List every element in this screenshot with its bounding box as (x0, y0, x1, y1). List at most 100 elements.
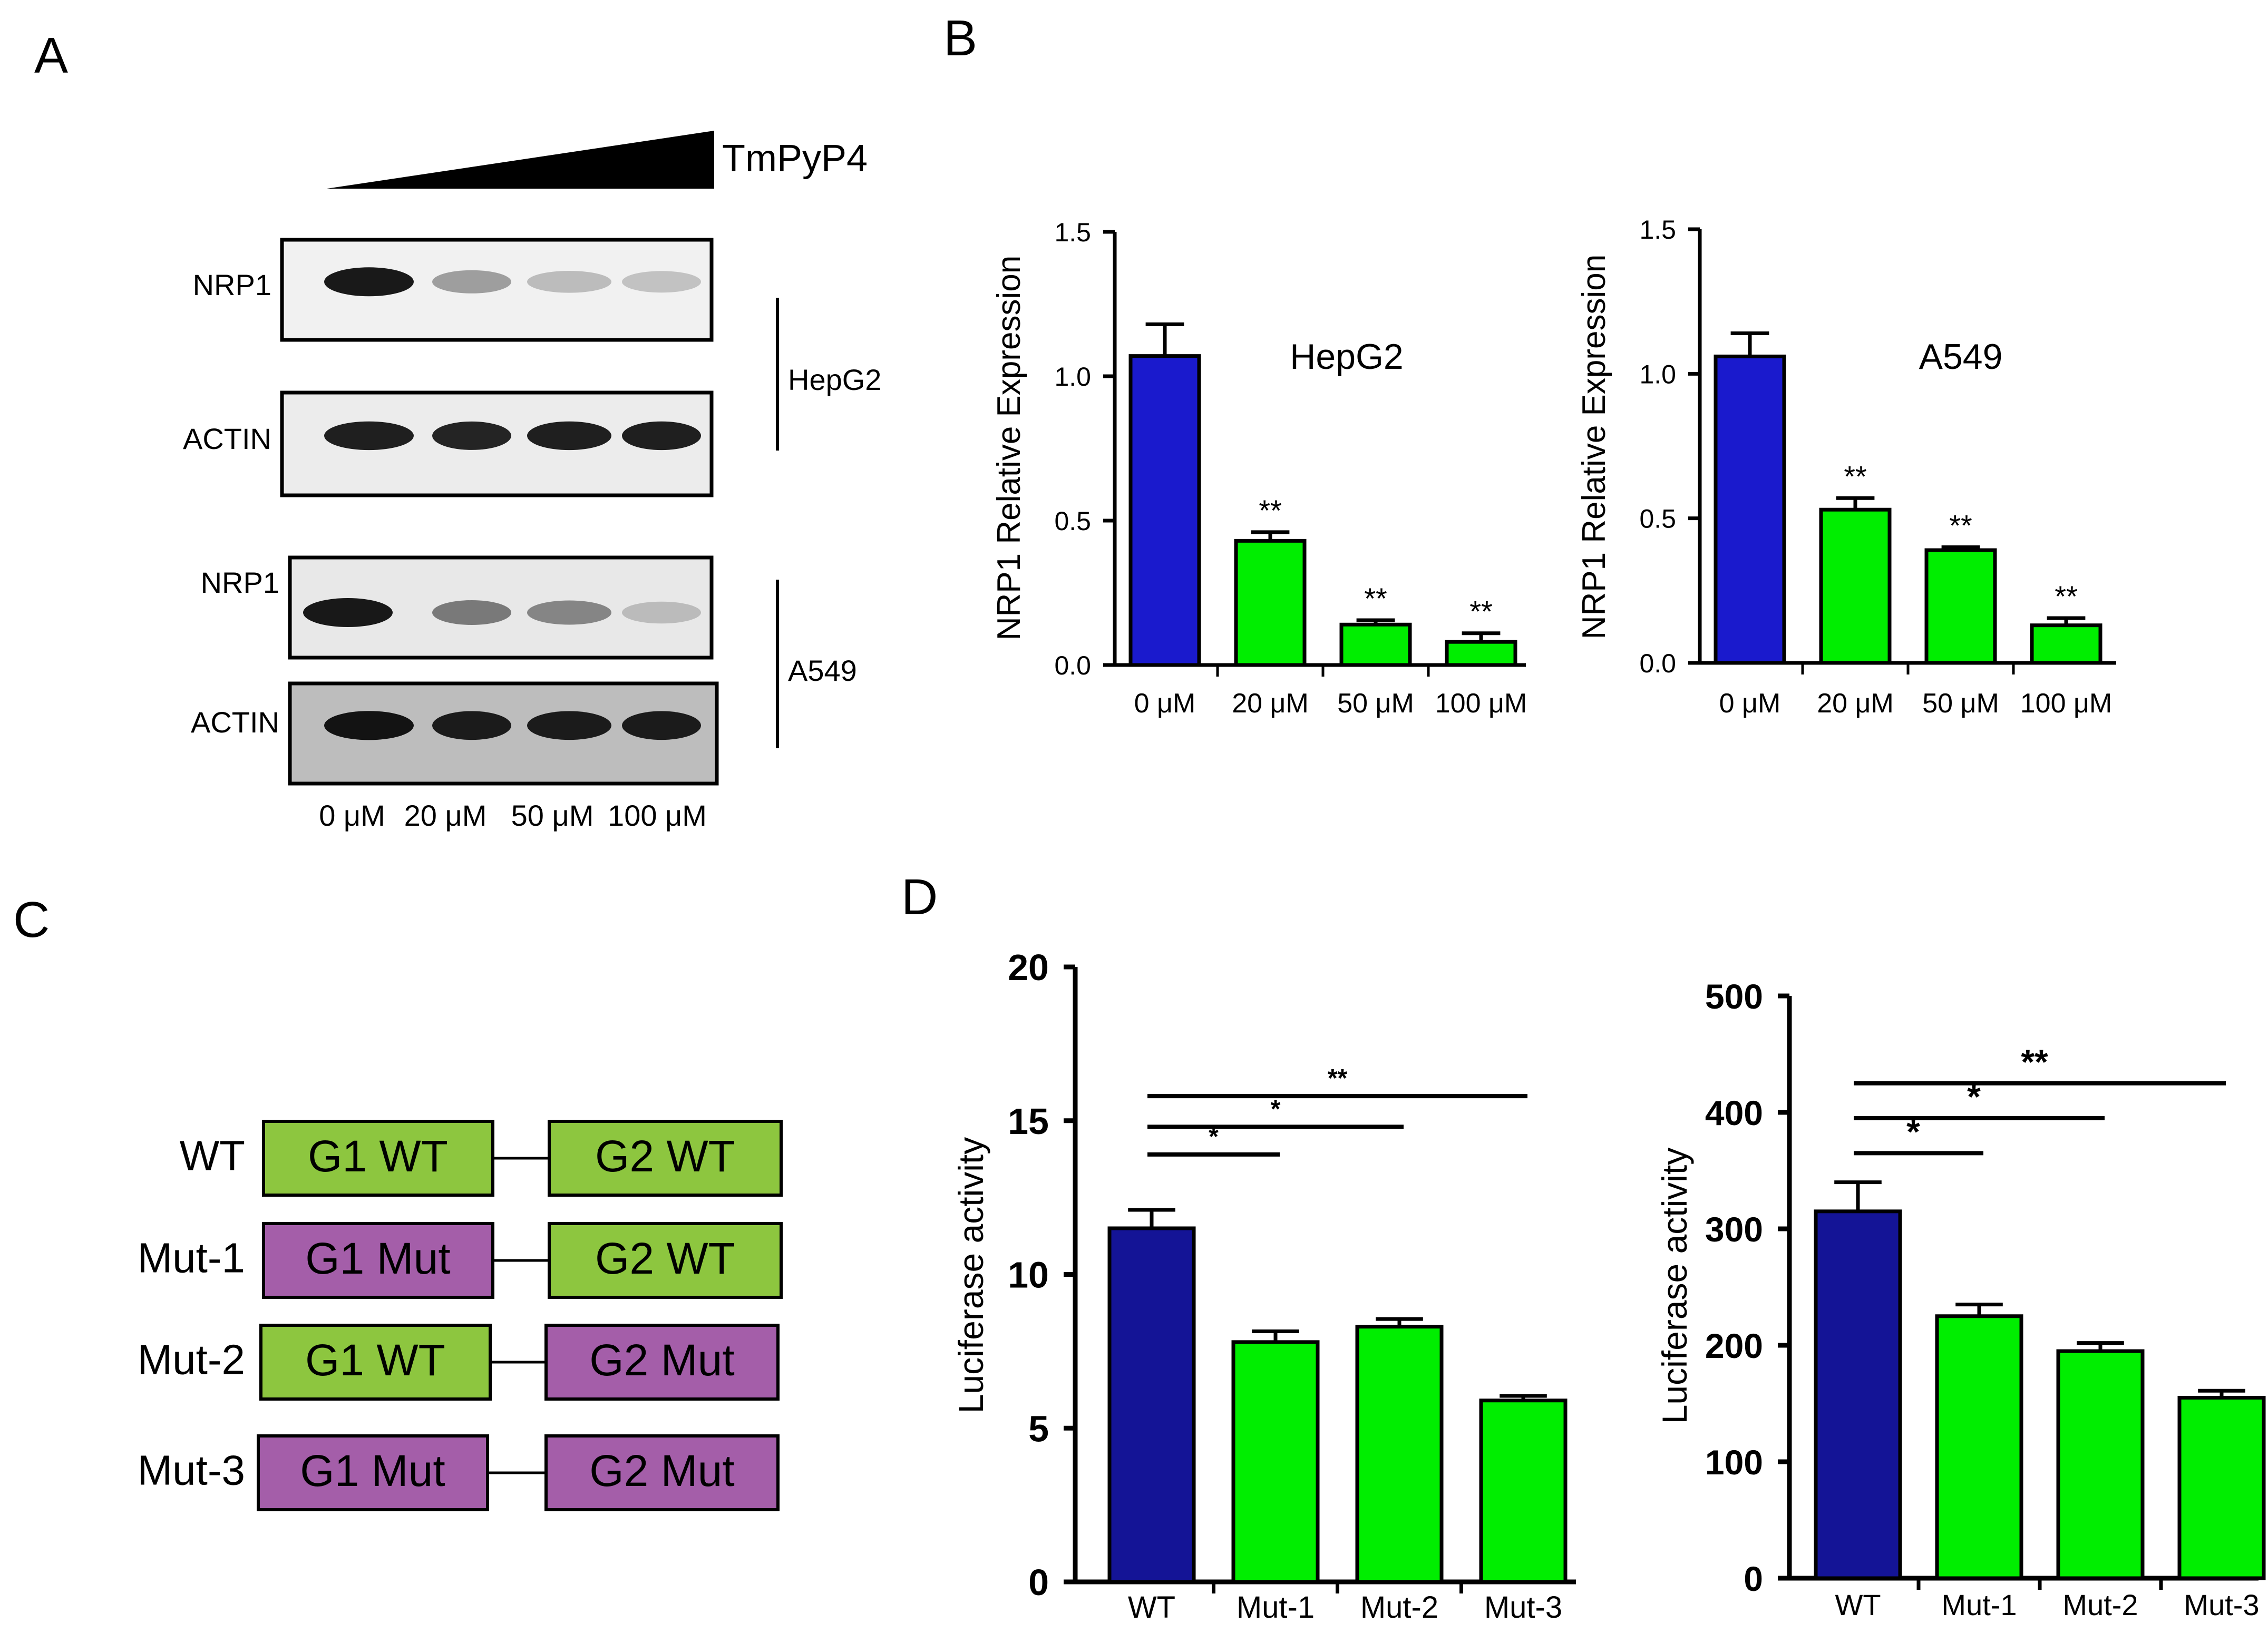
protein-band (622, 601, 701, 624)
g1-element-label: G1 Mut (300, 1446, 445, 1495)
g2-element-box (544, 1434, 780, 1511)
blot-protein-label: ACTIN (191, 706, 279, 739)
y-tick-label: 0.0 (1639, 649, 1676, 678)
bar (1128, 354, 1201, 667)
significance-marker: ** (1949, 509, 1972, 542)
blot-a549-actin: ACTIN (191, 681, 719, 786)
protein-band (432, 711, 511, 740)
chart-hepg2-expression: 0.0 0.5 1.0 1.5 NRP1 Relative Expression HepG… (991, 218, 1527, 719)
g1-element-label: G1 WT (305, 1335, 445, 1385)
chart-a549-expression: 0.0 0.5 1.0 1.5 NRP1 Relative Expression A549… (1576, 215, 2116, 719)
x-tick-label: WT (1835, 1588, 1881, 1621)
x-tick-label: Mut-2 (1360, 1590, 1438, 1625)
x-tick-label: WT (1128, 1590, 1175, 1625)
construct-name: Mut-3 (138, 1446, 246, 1493)
chart-title: A549 (1919, 337, 2003, 377)
protein-band (622, 421, 701, 451)
construct-diagram: WT G1 WT G2 WT Mut-1 G1 Mut G2 WT Mut-2 G1 WT G2… (138, 1120, 783, 1511)
x-tick-label: 50 μM (1922, 688, 1999, 719)
protein-band (432, 600, 511, 625)
y-tick-label: 0 (1744, 1559, 1763, 1598)
protein-band (324, 711, 414, 740)
x-tick-label: Mut-3 (1484, 1590, 1562, 1625)
x-tick-label: 0 μM (1134, 688, 1196, 719)
bar (1107, 1226, 1196, 1584)
g2-element-box (548, 1120, 783, 1197)
protein-band (303, 598, 393, 627)
chart-luciferase-left: 0 5 10 15 20 Luciferase activity WT Mut-1 Mut-2 M… (951, 947, 1576, 1625)
construct-name: Mut-2 (138, 1336, 246, 1383)
dose-label: 0 μM (319, 799, 385, 832)
treatment-label: TmPyP4 (722, 138, 868, 180)
g2-element-label: G2 WT (595, 1131, 735, 1181)
y-tick-label: 200 (1705, 1326, 1763, 1365)
significance-marker: ** (1364, 582, 1387, 615)
protein-band (622, 711, 701, 740)
comparison-significance: * (1271, 1095, 1281, 1123)
protein-band (527, 421, 611, 451)
x-tick-label: Mut-1 (1941, 1588, 2017, 1621)
g1-element-label: G1 WT (308, 1131, 448, 1181)
dose-label: 20 μM (404, 799, 487, 832)
g2-element-label: G2 WT (595, 1234, 735, 1283)
y-tick-label: 1.5 (1054, 218, 1091, 247)
y-axis-label: Luciferase activity (951, 1137, 990, 1414)
construct-name: Mut-1 (138, 1234, 246, 1281)
g1-element-box (262, 1120, 494, 1197)
y-tick-label: 0.0 (1054, 651, 1091, 680)
protein-band (622, 271, 701, 293)
x-tick-label: 20 μM (1232, 688, 1309, 719)
blot-protein-label: NRP1 (193, 268, 271, 301)
chart-luciferase-right: 0 100 200 300 400 500 Luciferase activity WT Mut… (1655, 977, 2266, 1621)
protein-band (324, 267, 414, 297)
panel-label-c: C (13, 892, 50, 948)
x-tick-label: Mut-1 (1237, 1590, 1315, 1625)
blot-hepg2-actin: ACTIN (183, 390, 714, 497)
bar (1714, 354, 1786, 665)
bar (2056, 1349, 2145, 1580)
y-tick-label: 15 (1008, 1101, 1049, 1142)
bar (2177, 1395, 2266, 1580)
protein-band (527, 600, 611, 625)
y-tick-label: 1.5 (1639, 215, 1676, 245)
cell-line-label-hepg2: HepG2 (788, 363, 881, 396)
protein-band (432, 421, 511, 450)
y-tick-label: 0 (1028, 1562, 1049, 1603)
y-axis-label: NRP1 Relative Expression (991, 256, 1027, 641)
bar (2030, 623, 2102, 665)
panel-label-a: A (34, 27, 68, 84)
g2-element-box (544, 1324, 780, 1401)
bar (1814, 1209, 1902, 1580)
g2-element-label: G2 Mut (589, 1446, 734, 1495)
y-tick-label: 0.5 (1639, 504, 1676, 534)
g1-element-box (257, 1434, 489, 1511)
protein-band (527, 711, 611, 740)
bar (1445, 640, 1517, 667)
g2-element-box (548, 1222, 783, 1299)
g1-element-label: G1 Mut (305, 1234, 450, 1283)
x-tick-label: 50 μM (1337, 688, 1414, 719)
y-tick-label: 10 (1008, 1255, 1049, 1296)
y-axis-label: NRP1 Relative Expression (1576, 255, 1612, 640)
x-tick-label: 0 μM (1719, 688, 1781, 719)
bar (1339, 622, 1412, 667)
blot-protein-label: NRP1 (201, 566, 279, 599)
x-tick-label: Mut-2 (2062, 1588, 2138, 1621)
y-tick-label: 300 (1705, 1210, 1763, 1249)
x-tick-label: 20 μM (1817, 688, 1894, 719)
significance-marker: ** (1469, 595, 1493, 628)
y-tick-label: 100 (1705, 1443, 1763, 1482)
significance-marker: ** (1844, 459, 1867, 493)
bar (1924, 548, 1997, 665)
x-tick-label: 100 μM (1435, 688, 1527, 719)
comparison-significance: * (1209, 1123, 1219, 1151)
bar (1479, 1399, 1568, 1584)
comparison-significance: ** (2021, 1042, 2048, 1081)
y-tick-label: 20 (1008, 947, 1049, 988)
dose-label: 100 μM (608, 799, 707, 832)
cell-line-label-a549: A549 (788, 654, 857, 687)
x-tick-label: 100 μM (2020, 688, 2112, 719)
blot-hepg2-nrp1: NRP1 (193, 238, 714, 342)
dose-label: 50 μM (511, 799, 594, 832)
